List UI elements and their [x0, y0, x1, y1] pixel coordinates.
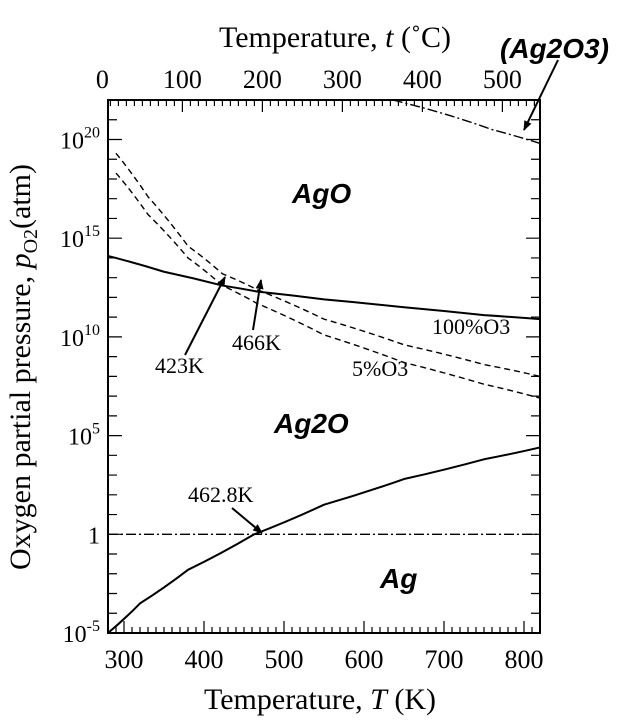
arrow-ag2o3 [523, 59, 559, 131]
bottom-tick-label-2: 500 [265, 645, 304, 674]
top-tick-label-0: 0 [96, 65, 109, 94]
y-tick-label-3: 105 [68, 421, 100, 451]
series-line-0 [107, 254, 541, 321]
top-tick-label-4: 400 [403, 65, 442, 94]
top-tick-labels: 0 100 200 300 400 500 [96, 65, 522, 94]
y-tick-label-5: 10-5 [63, 618, 100, 648]
bottom-tick-label-5: 800 [505, 645, 544, 674]
annotation-4628k: 462.8K [188, 482, 254, 507]
annotation-466k: 466K [232, 330, 281, 355]
y-axis-title: Oxygen partial pressure, pO2(atm) [4, 164, 42, 570]
bottom-tick-label-0: 300 [105, 645, 144, 674]
top-tick-label-2: 200 [243, 65, 282, 94]
top-tick-label-5: 500 [483, 65, 522, 94]
bottom-tick-label-4: 700 [425, 645, 464, 674]
bottom-tick-label-3: 600 [345, 645, 384, 674]
plot-frame [107, 99, 541, 634]
annotation-100-o3: 100%O3 [432, 314, 510, 339]
y-tick-labels: 1020 1015 1010 105 1 10-5 [60, 124, 100, 648]
top-axis-title: Temperature, t (˚C) [219, 21, 451, 54]
series-line-3 [107, 446, 541, 634]
arrow-466k [252, 279, 264, 331]
y-tick-label-1: 1015 [60, 223, 100, 253]
annotation-ag2o3: (Ag2O3) [500, 33, 609, 64]
arrow-423k [184, 276, 226, 356]
bottom-axis-title: Temperature, T (K) [204, 683, 436, 716]
series-line-1 [115, 152, 541, 378]
annotation-5-o3: 5%O3 [352, 356, 408, 381]
region-label-ag: Ag [379, 563, 417, 594]
annotation-423k: 423K [155, 353, 204, 378]
region-label-ag2o: Ag2O [273, 408, 349, 439]
y-tick-label-2: 1010 [60, 322, 100, 352]
series-layer [107, 99, 541, 634]
region-label-ago: AgO [291, 178, 351, 209]
y-tick-label-0: 1020 [60, 124, 100, 154]
arrow-4628k [231, 507, 263, 534]
top-tick-label-1: 100 [163, 65, 202, 94]
y-tick-label-4: 1 [88, 523, 100, 549]
bottom-tick-label-1: 400 [185, 645, 224, 674]
bottom-tick-labels: 300 400 500 600 700 800 [105, 645, 544, 674]
top-tick-label-3: 300 [323, 65, 362, 94]
series-line-5 [392, 99, 541, 145]
series-line-2 [115, 172, 541, 399]
